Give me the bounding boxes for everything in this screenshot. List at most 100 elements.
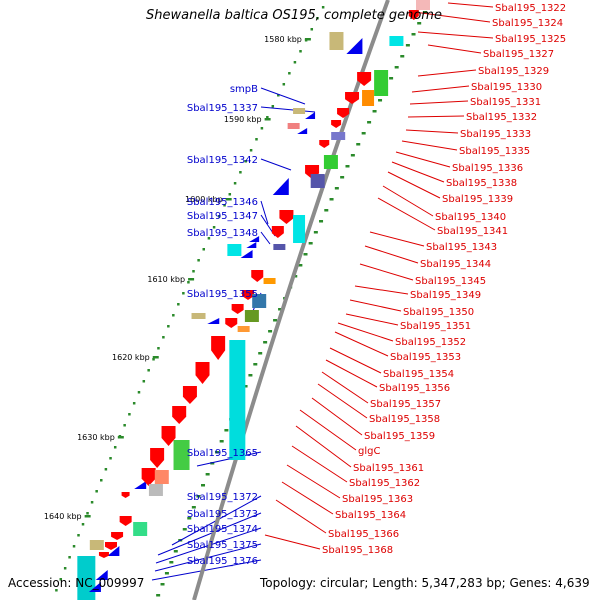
track-dot xyxy=(187,281,190,284)
reverse-gene-block xyxy=(89,540,104,550)
track-dot xyxy=(72,545,76,548)
gene-label-right: Sbal195_1330 xyxy=(471,82,542,93)
reverse-gene-arrow xyxy=(134,481,147,489)
reverse-gene-arrow xyxy=(297,128,308,134)
forward-gene-arrow xyxy=(251,270,264,282)
forward-gene-arrow xyxy=(345,92,360,104)
gene-label-right: Sbal195_1338 xyxy=(446,178,517,189)
track-dot xyxy=(228,193,232,196)
gene-label-right: Sbal195_1325 xyxy=(495,34,566,45)
track-dot xyxy=(187,517,192,520)
leader-line xyxy=(260,158,292,171)
track-dot xyxy=(303,253,308,256)
kbp-tick-label: 1590 kbp xyxy=(224,115,262,124)
gene-label-left: Sbal195_1375 xyxy=(187,540,258,551)
track-dot xyxy=(249,149,253,152)
gene-label-right: Sbal195_1349 xyxy=(410,290,481,301)
track-dot xyxy=(132,402,136,405)
leader-line xyxy=(391,161,445,183)
track-dot xyxy=(109,457,112,460)
kbp-tick-mark xyxy=(188,278,195,281)
forward-gene-arrow xyxy=(408,10,419,20)
forward-gene-arrow xyxy=(111,532,124,540)
gene-label-left: Sbal195_1348 xyxy=(187,228,258,239)
track-dot xyxy=(147,369,150,372)
kbp-tick-label: 1610 kbp xyxy=(147,275,185,284)
gene-label-right: Sbal195_1359 xyxy=(364,431,435,442)
leader-line xyxy=(382,185,434,217)
forward-gene-block xyxy=(252,294,267,308)
track-dot xyxy=(63,567,67,570)
gene-label-left: Sbal195_1355 xyxy=(187,289,258,300)
leader-line xyxy=(417,69,477,77)
leader-line xyxy=(401,140,458,151)
kbp-tick-label: 1600 kbp xyxy=(185,195,223,204)
forward-gene-block xyxy=(416,0,430,10)
gene-label-right: Sbal195_1327 xyxy=(483,49,554,60)
gene-label-right: Sbal195_1344 xyxy=(420,259,491,270)
track-dot xyxy=(340,176,345,179)
track-dot xyxy=(113,446,117,449)
track-dot xyxy=(299,50,302,53)
track-dot xyxy=(81,523,85,526)
forward-gene-arrow xyxy=(98,552,109,558)
track-dot xyxy=(310,28,314,31)
leader-line xyxy=(329,347,382,374)
leader-line xyxy=(157,512,262,556)
gene-label-left: Sbal195_1342 xyxy=(187,155,258,166)
gene-label-left: Sbal195_1376 xyxy=(187,556,258,567)
track-dot xyxy=(345,165,350,168)
leader-line xyxy=(427,44,482,54)
gene-label-right: Sbal195_1364 xyxy=(335,510,406,521)
leader-line xyxy=(260,231,271,245)
track-dot xyxy=(192,270,195,273)
leader-line xyxy=(260,87,306,105)
leader-line xyxy=(377,197,436,231)
track-dot xyxy=(172,314,175,317)
track-dot xyxy=(243,385,248,388)
leader-line xyxy=(281,481,334,515)
reverse-gene-arrow xyxy=(95,570,108,580)
gene-label-right: Sbal195_1368 xyxy=(322,545,393,556)
gene-label-right: Sbal195_1341 xyxy=(437,226,508,237)
leader-line xyxy=(286,464,341,499)
gene-label-right: Sbal195_1350 xyxy=(403,307,474,318)
leader-line xyxy=(354,285,409,295)
gene-label-left: Sbal195_1374 xyxy=(187,524,258,535)
forward-gene-arrow xyxy=(242,290,255,300)
track-dot xyxy=(77,534,80,537)
track-dot xyxy=(196,495,201,498)
reverse-gene-arrow xyxy=(240,250,253,258)
track-dot xyxy=(271,105,275,108)
kbp-tick-label: 1640 kbp xyxy=(44,512,82,521)
leader-line xyxy=(321,371,369,404)
forward-gene-block xyxy=(173,440,190,470)
forward-gene-block xyxy=(362,90,375,106)
track-dot xyxy=(177,303,180,306)
gene-label-right: Sbal195_1352 xyxy=(395,337,466,348)
track-dot xyxy=(263,341,268,344)
forward-gene-arrow xyxy=(211,336,226,360)
forward-gene-arrow xyxy=(161,426,176,446)
reverse-gene-block xyxy=(77,556,96,600)
track-dot xyxy=(214,451,219,454)
track-dot xyxy=(100,479,103,482)
leader-line xyxy=(260,106,316,113)
gene-label-right: Sbal195_1339 xyxy=(442,194,513,205)
reverse-gene-arrow xyxy=(305,112,316,119)
track-dot xyxy=(244,160,247,163)
track-dot xyxy=(233,182,237,185)
track-dot xyxy=(55,589,58,592)
track-dot xyxy=(417,22,422,25)
forward-gene-arrow xyxy=(319,140,330,148)
track-dot xyxy=(278,308,283,311)
forward-gene-arrow xyxy=(279,210,294,224)
track-dot xyxy=(152,358,155,361)
track-dot xyxy=(156,594,161,597)
reverse-gene-block xyxy=(227,244,242,256)
track-dot xyxy=(321,6,325,9)
gene-label-left: Sbal195_1365 xyxy=(187,448,258,459)
forward-gene-block xyxy=(133,522,148,536)
track-dot xyxy=(223,204,226,207)
reverse-gene-arrow xyxy=(249,236,260,242)
